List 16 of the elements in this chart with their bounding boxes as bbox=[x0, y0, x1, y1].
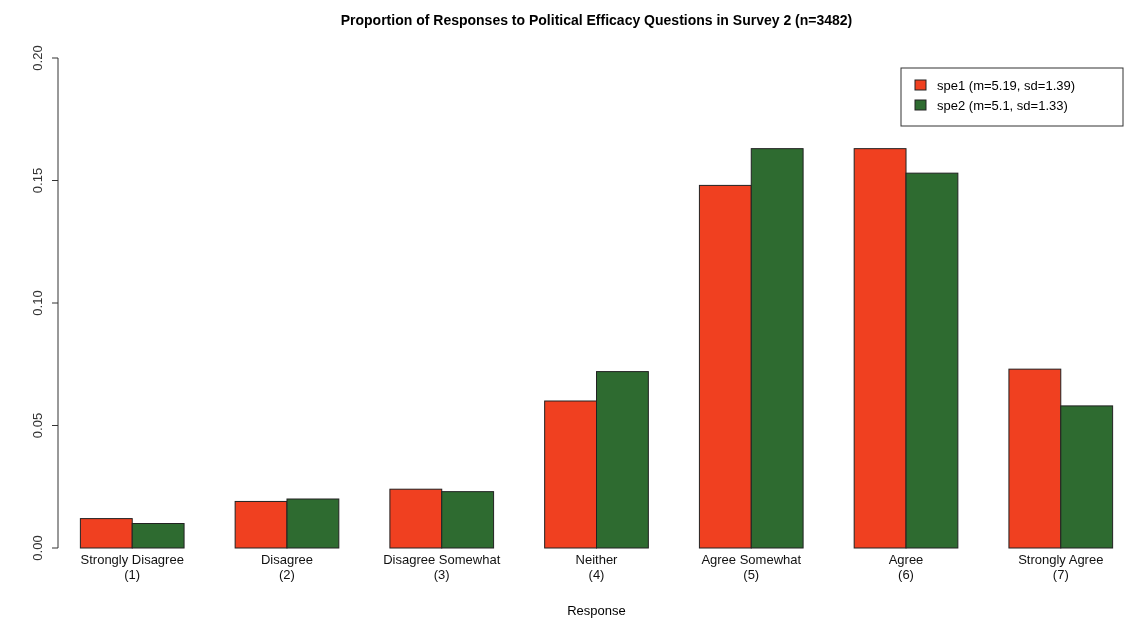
legend-label: spe2 (m=5.1, sd=1.33) bbox=[937, 98, 1068, 113]
y-tick-label: 0.10 bbox=[30, 290, 45, 316]
x-tick-label: Neither (4) bbox=[575, 552, 619, 582]
x-axis-title: Response bbox=[567, 603, 626, 618]
x-tick-label: Agree (6) bbox=[888, 552, 924, 582]
y-tick-label: 0.20 bbox=[30, 45, 45, 71]
chart-title: Proportion of Responses to Political Efficacy Questions in Survey 2 (n=3482) bbox=[340, 12, 853, 28]
y-tick-label: 0.05 bbox=[30, 412, 45, 439]
legend-label: spe1 (m=5.19, sd=1.39) bbox=[937, 78, 1076, 93]
y-tick-label: 0.15 bbox=[30, 167, 45, 194]
x-tick-label: Strongly Agree (7) bbox=[1018, 552, 1104, 582]
x-tick-label: Disagree (2) bbox=[260, 552, 313, 582]
x-tick-label: Strongly Disagree (1) bbox=[80, 552, 184, 582]
y-tick-label: 0.00 bbox=[30, 535, 45, 561]
x-tick-label: Agree Somewhat (5) bbox=[701, 552, 802, 582]
x-tick-label: Disagree Somewhat (3) bbox=[383, 552, 501, 582]
